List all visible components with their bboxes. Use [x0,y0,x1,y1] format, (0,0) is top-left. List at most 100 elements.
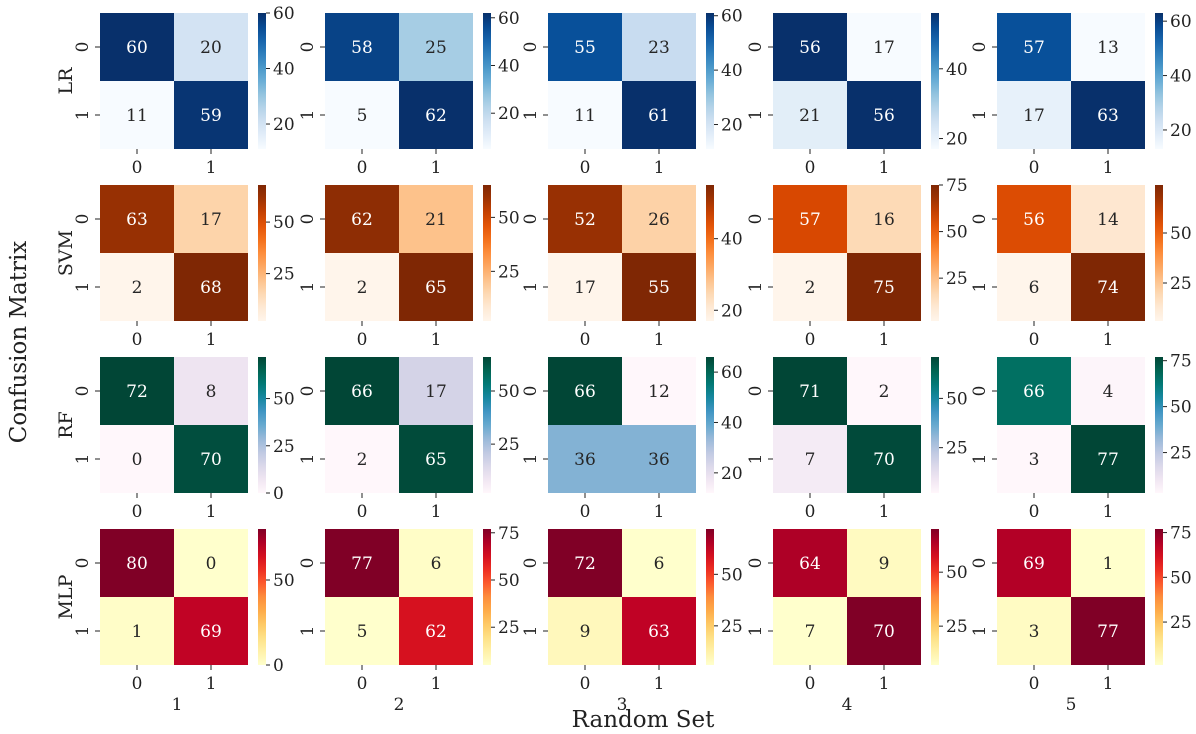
heatmap-cell [548,425,622,493]
cell-value-label: 1 [1103,554,1114,574]
heatmap-cell [773,529,847,597]
heatmap-cell [1071,253,1145,321]
colorbar-tick-label: 60 [1170,12,1192,32]
cell-value-label: 21 [799,106,821,126]
heatmap-lr-set-4: 56 17 21 56 0 1 0 1 20 40 [746,13,968,178]
colorbar-tick-label: 20 [721,116,743,136]
y-tick-label: 1 [73,282,93,293]
cell-value-label: 77 [1097,450,1119,470]
colorbar-tick-label: 60 [721,363,743,383]
colorbar-tick-label: 25 [498,618,520,638]
y-tick-label: 0 [298,386,318,397]
heatmap-cell [100,253,174,321]
colorbar-tick-label: 50 [946,223,968,243]
y-tick-label: 0 [970,42,990,53]
y-tick-label: 0 [298,214,318,225]
heatmap-cell [325,597,399,665]
y-tick-label: 1 [521,282,541,293]
x-tick-label: 0 [805,674,816,694]
heatmap-cell [548,253,622,321]
heatmap-cell [773,13,847,81]
cell-value-label: 3 [1029,450,1040,470]
colorbar-tick-label: 40 [946,60,968,80]
colorbar-tick-label: 40 [498,56,520,76]
x-tick-label: 0 [1029,502,1040,522]
colorbar-tick-label: 20 [721,464,743,484]
heatmap-cell [399,81,473,149]
colorbar-tick-label: 75 [498,524,520,544]
x-tick-label: 1 [206,502,217,522]
heatmap-cell [773,185,847,253]
heatmap-cell [847,13,921,81]
y-tick-label: 1 [73,626,93,637]
cell-value-label: 16 [873,210,895,230]
colorbar-tick-label: 40 [721,230,743,250]
x-tick-label: 1 [431,502,442,522]
colorbar-tick-label: 50 [1170,224,1192,244]
row-label-svm: SVM [55,230,77,276]
x-tick-label: 1 [654,330,665,350]
cell-value-label: 74 [1097,278,1119,298]
cell-value-label: 17 [200,210,222,230]
colorbar [706,13,714,149]
x-tick-label: 0 [1029,158,1040,178]
heatmap-lr-set-2: 58 25 5 62 0 1 0 1 20 40 60 [298,9,520,178]
x-tick-label: 1 [879,674,890,694]
heatmap-cell [997,81,1071,149]
x-tick-label: 1 [1103,502,1114,522]
heatmap-cell [1071,597,1145,665]
colorbar-tick-label: 25 [273,265,295,285]
cell-value-label: 3 [1029,622,1040,642]
y-tick-label: 0 [970,386,990,397]
cell-value-label: 60 [126,38,148,58]
cell-value-label: 6 [431,554,442,574]
heatmap-cell [100,357,174,425]
heatmap-cell [1071,357,1145,425]
heatmap-svm-set-5: 56 14 6 74 0 1 0 1 25 50 [970,185,1192,350]
y-tick-label: 0 [73,558,93,569]
cell-value-label: 65 [425,450,447,470]
heatmap-cell [997,529,1071,597]
y-tick-label: 0 [746,386,766,397]
y-tick-label: 1 [746,282,766,293]
cell-value-label: 70 [200,450,222,470]
cell-value-label: 58 [351,38,373,58]
colorbar-tick-label: 40 [1170,67,1192,87]
x-tick-label: 0 [132,330,143,350]
heatmap-cell [997,425,1071,493]
y-tick-label: 1 [298,626,318,637]
x-tick-label: 1 [1103,674,1114,694]
cell-value-label: 57 [799,210,821,230]
cell-value-label: 62 [425,622,447,642]
colorbar-tick-label: 50 [1170,568,1192,588]
colorbar-tick-label: 75 [1170,524,1192,544]
cell-value-label: 4 [1103,382,1114,402]
heatmap-cell [100,529,174,597]
colorbar [931,529,939,665]
colorbar-tick-label: 25 [498,262,520,282]
colorbar-tick-label: 60 [721,7,743,27]
heatmap-cell [997,597,1071,665]
heatmap-cell [847,597,921,665]
cell-value-label: 55 [574,38,596,58]
heatmap-cell [847,529,921,597]
heatmap-cell [997,357,1071,425]
x-tick-label: 0 [580,158,591,178]
cell-value-label: 0 [132,450,143,470]
heatmap-cell [1071,81,1145,149]
heatmap-rf-set-3: 66 12 36 36 0 1 0 1 20 40 60 [521,357,743,522]
x-tick-label: 1 [654,158,665,178]
heatmap-cell [773,597,847,665]
colorbar-tick-label: 25 [1170,444,1192,464]
cell-value-label: 12 [648,382,670,402]
cell-value-label: 62 [425,106,447,126]
heatmap-cell [847,185,921,253]
heatmap-rf-set-4: 71 2 7 70 0 1 0 1 25 50 [746,357,968,522]
cell-value-label: 17 [873,38,895,58]
colorbar [706,357,714,493]
heatmap-cell [325,529,399,597]
heatmap-cell [399,529,473,597]
colorbar-tick-label: 25 [946,269,968,289]
heatmap-cell [1071,529,1145,597]
colorbar-tick-label: 20 [273,115,295,135]
